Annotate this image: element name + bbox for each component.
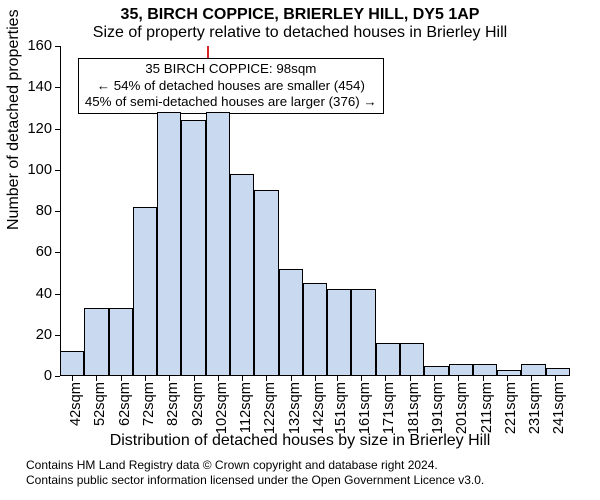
x-tick <box>169 376 170 381</box>
x-tick <box>121 376 122 381</box>
y-tick-label: 160 <box>28 38 52 54</box>
x-tick-label: 82sqm <box>165 382 181 426</box>
x-tick <box>266 376 267 381</box>
y-tick <box>55 211 60 212</box>
histogram-bar <box>449 364 473 376</box>
histogram-bar <box>60 351 84 376</box>
x-tick-label: 151sqm <box>333 382 349 434</box>
x-tick-label: 191sqm <box>430 382 446 434</box>
histogram-bar <box>400 343 424 376</box>
x-tick <box>483 376 484 381</box>
histogram-bar <box>157 112 181 376</box>
x-tick <box>315 376 316 381</box>
y-tick <box>55 376 60 377</box>
x-tick <box>361 376 362 381</box>
x-tick-label: 122sqm <box>262 382 278 434</box>
histogram-bar <box>109 308 133 376</box>
footer: Contains HM Land Registry data © Crown c… <box>0 458 600 488</box>
annotation-box: 35 BIRCH COPPICE: 98sqm ← 54% of detache… <box>78 58 384 114</box>
x-tick-label: 142sqm <box>311 382 327 434</box>
y-tick <box>55 335 60 336</box>
x-tick <box>72 376 73 381</box>
x-tick <box>194 376 195 381</box>
annotation-line1: 35 BIRCH COPPICE: 98sqm <box>85 61 377 78</box>
histogram-bar <box>254 190 278 376</box>
x-tick <box>242 376 243 381</box>
histogram-bar <box>206 112 230 376</box>
x-tick <box>555 376 556 381</box>
histogram-bar <box>521 364 545 376</box>
x-tick <box>531 376 532 381</box>
x-tick-label: 171sqm <box>381 382 397 434</box>
x-tick-label: 62sqm <box>117 382 133 426</box>
x-tick-label: 181sqm <box>406 382 422 434</box>
histogram-bar <box>546 368 570 376</box>
y-tick-label: 40 <box>36 286 52 302</box>
footer-line1: Contains HM Land Registry data © Crown c… <box>26 458 600 473</box>
annotation-line2: ← 54% of detached houses are smaller (45… <box>85 78 377 95</box>
x-tick <box>458 376 459 381</box>
y-tick <box>55 170 60 171</box>
y-axis-label: Number of detached properties <box>5 190 23 230</box>
x-tick-label: 52sqm <box>92 382 108 426</box>
annotation-line3: 45% of semi-detached houses are larger (… <box>85 94 377 111</box>
x-tick <box>218 376 219 381</box>
y-tick-label: 80 <box>36 203 52 219</box>
chart-subtitle: Size of property relative to detached ho… <box>0 24 600 42</box>
x-tick <box>96 376 97 381</box>
x-tick-label: 211sqm <box>479 382 495 433</box>
plot-area: 35 BIRCH COPPICE: 98sqm ← 54% of detache… <box>60 46 570 376</box>
chart-title: 35, BIRCH COPPICE, BRIERLEY HILL, DY5 1A… <box>0 6 600 24</box>
y-tick-label: 20 <box>36 327 52 343</box>
histogram-bar <box>133 207 157 376</box>
x-tick <box>410 376 411 381</box>
x-tick-label: 92sqm <box>190 382 206 426</box>
histogram-bar <box>84 308 108 376</box>
histogram-bar <box>473 364 497 376</box>
y-tick-label: 120 <box>28 121 52 137</box>
histogram-bar <box>376 343 400 376</box>
footer-line2: Contains public sector information licen… <box>26 473 600 488</box>
y-tick-label: 60 <box>36 244 52 260</box>
x-tick-label: 241sqm <box>551 382 567 434</box>
x-tick-label: 161sqm <box>357 382 373 434</box>
x-tick <box>291 376 292 381</box>
x-tick-label: 132sqm <box>287 382 303 434</box>
histogram-bar <box>351 289 375 376</box>
x-tick-label: 221sqm <box>503 382 519 434</box>
x-tick-label: 201sqm <box>454 382 470 434</box>
x-axis-label: Distribution of detached houses by size … <box>0 432 600 450</box>
y-tick-label: 140 <box>28 79 52 95</box>
histogram-bar <box>181 120 205 376</box>
histogram-bar <box>303 283 327 376</box>
histogram-bar <box>230 174 254 376</box>
x-tick <box>385 376 386 381</box>
histogram-bar <box>279 269 303 376</box>
y-tick <box>55 129 60 130</box>
y-tick-label: 100 <box>28 162 52 178</box>
y-tick <box>55 87 60 88</box>
x-tick-label: 231sqm <box>527 382 543 434</box>
histogram-bar <box>424 366 448 376</box>
x-tick-label: 112sqm <box>238 382 254 433</box>
x-tick-label: 72sqm <box>141 382 157 426</box>
y-tick-label: 0 <box>44 368 52 384</box>
y-tick <box>55 252 60 253</box>
y-tick <box>55 46 60 47</box>
x-tick-label: 102sqm <box>214 382 230 434</box>
x-tick <box>507 376 508 381</box>
y-tick <box>55 294 60 295</box>
y-axis-line <box>60 46 61 376</box>
histogram-bar <box>497 370 521 376</box>
x-tick-label: 42sqm <box>68 382 84 426</box>
x-tick <box>145 376 146 381</box>
x-tick <box>337 376 338 381</box>
x-tick <box>434 376 435 381</box>
histogram-bar <box>327 289 351 376</box>
